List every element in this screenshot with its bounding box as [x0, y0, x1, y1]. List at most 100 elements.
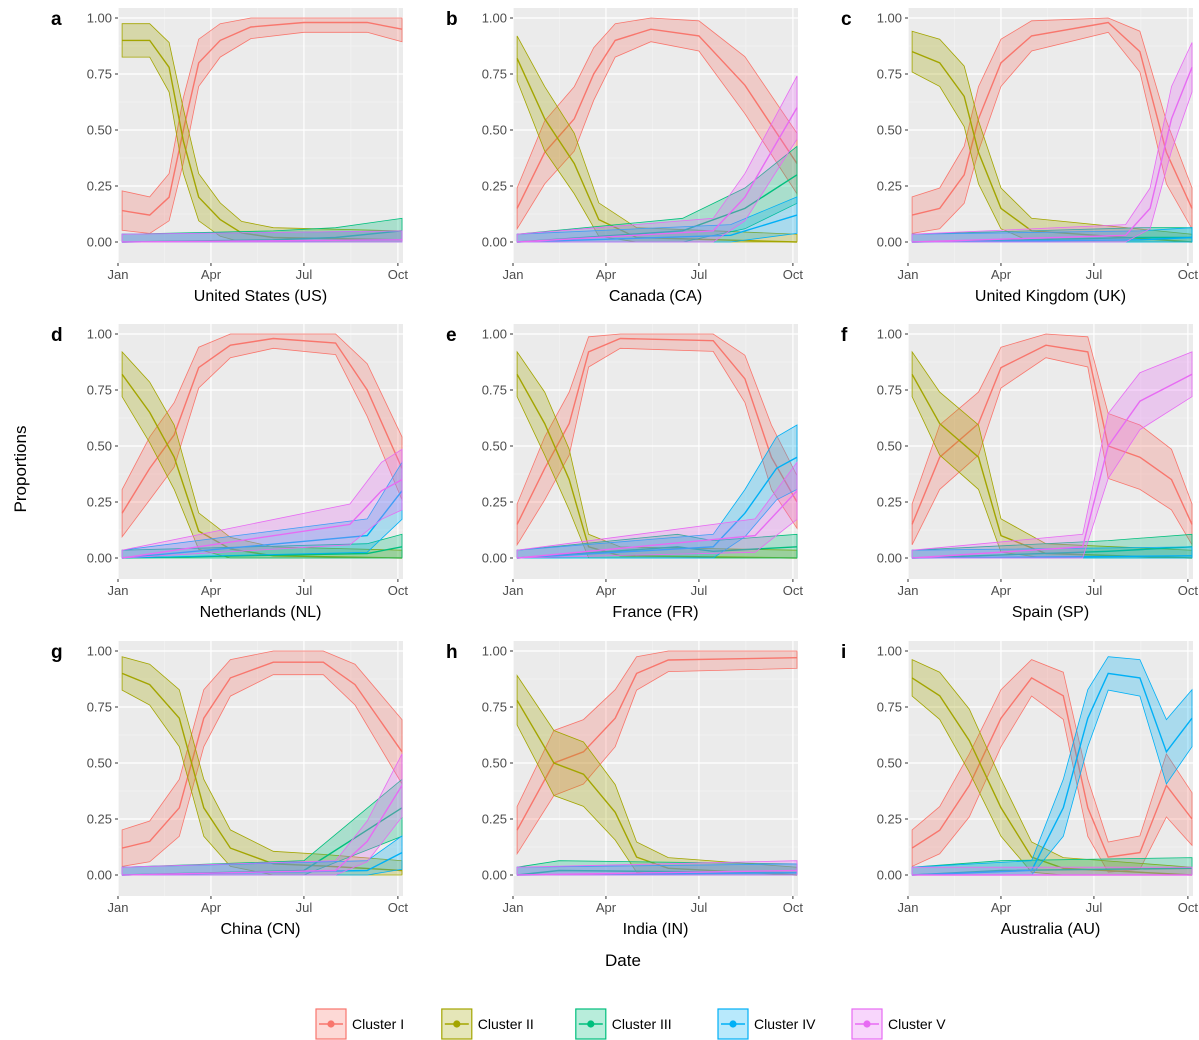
series-line: [912, 672, 1193, 876]
y-tick-label: 0.25: [87, 495, 112, 510]
panel-title: Canada (CA): [609, 288, 702, 305]
x-tick-label: Jan: [108, 583, 129, 598]
series-line: [912, 67, 1193, 243]
x-tick-label: Jul: [691, 267, 708, 282]
panel-background: [513, 641, 798, 896]
panel-background: [908, 641, 1193, 896]
y-tick-label: 1.00: [87, 644, 112, 659]
panel-title: France (FR): [612, 604, 698, 621]
legend-label: Cluster IV: [754, 1016, 816, 1032]
y-tick-label: 0.25: [877, 495, 902, 510]
y-tick-label: 0.00: [877, 868, 902, 883]
series-line: [121, 672, 403, 872]
x-tick-label: Apr: [991, 583, 1012, 598]
x-tick-label: Oct: [783, 900, 804, 915]
series-line: [911, 677, 1193, 876]
panel-g: 0.00 0.25 0.50 0.75 1.00 Jan Apr Jul Oct China (C…: [51, 641, 408, 938]
x-tick-label: Oct: [388, 900, 409, 915]
series-line: [912, 373, 1193, 559]
y-tick-label: 1.00: [482, 644, 507, 659]
x-tick-label: Oct: [1178, 583, 1199, 598]
y-tick-label: 0.00: [482, 551, 507, 566]
ribbon: [121, 448, 403, 559]
panel-title: India (IN): [623, 921, 689, 938]
x-tick-label: Jul: [1086, 267, 1103, 282]
panel-letter: a: [51, 9, 62, 30]
series-line: [517, 869, 798, 876]
panel-letter: e: [446, 325, 457, 346]
panel-letter: f: [841, 325, 848, 346]
y-tick-label: 0.00: [482, 868, 507, 883]
x-tick-label: Jan: [108, 267, 129, 282]
y-tick-label: 1.00: [877, 11, 902, 26]
ribbon: [121, 656, 403, 876]
y-tick-label: 0.50: [482, 439, 507, 454]
x-tick-label: Apr: [991, 900, 1012, 915]
y-tick-label: 0.00: [877, 235, 902, 250]
series-line: [516, 28, 798, 209]
y-tick-label: 0.75: [482, 700, 507, 715]
y-tick-label: 1.00: [87, 11, 112, 26]
x-axis-title: Date: [605, 951, 641, 970]
panel-title: Australia (AU): [1001, 921, 1101, 938]
legend-label: Cluster III: [612, 1016, 672, 1032]
y-tick-label: 0.75: [877, 700, 902, 715]
legend-key-point: [453, 1020, 461, 1028]
series-line: [121, 21, 403, 216]
x-tick-label: Jul: [296, 583, 313, 598]
y-tick-label: 0.50: [877, 756, 902, 771]
ribbon: [911, 866, 1193, 876]
y-tick-label: 1.00: [877, 644, 902, 659]
y-tick-label: 0.00: [482, 235, 507, 250]
series-line: [122, 39, 403, 241]
y-tick-label: 0.00: [877, 551, 902, 566]
legend-key-point: [729, 1020, 737, 1028]
series-line: [516, 58, 798, 243]
panel-e: 0.00 0.25 0.50 0.75 1.00 Jan Apr Jul Oct France (…: [446, 324, 803, 621]
y-tick-label: 0.25: [87, 812, 112, 827]
panel-i: 0.00 0.25 0.50 0.75 1.00 Jan Apr Jul Oct Australi…: [841, 641, 1198, 938]
panel-letter: d: [51, 325, 63, 346]
panels-layer: 0.00 0.25 0.50 0.75 1.00 Jan Apr Jul Oct United S…: [51, 8, 1198, 938]
panel-a: 0.00 0.25 0.50 0.75 1.00 Jan Apr Jul Oct United S…: [51, 8, 408, 305]
y-tick-label: 0.75: [87, 383, 112, 398]
y-tick-label: 0.50: [87, 756, 112, 771]
legend-item: Cluster II: [441, 1008, 534, 1040]
ribbon: [516, 333, 798, 547]
series-line: [122, 490, 403, 559]
y-tick-label: 1.00: [482, 11, 507, 26]
y-tick-label: 0.75: [87, 700, 112, 715]
y-tick-label: 0.25: [87, 179, 112, 194]
y-tick-label: 0.25: [482, 495, 507, 510]
series-line: [517, 490, 798, 559]
legend: Cluster I Cluster II Cluster III Cluster IV…: [315, 1008, 946, 1040]
x-tick-label: Jan: [503, 583, 524, 598]
series-line: [912, 546, 1193, 559]
panel-h: 0.00 0.25 0.50 0.75 1.00 Jan Apr Jul Oct India (I…: [446, 641, 803, 938]
series-line: [122, 785, 403, 876]
x-tick-label: Apr: [596, 583, 617, 598]
series-line: [911, 21, 1193, 216]
panel-background: [118, 8, 403, 263]
ribbon: [516, 650, 798, 856]
y-tick-label: 1.00: [482, 327, 507, 342]
y-tick-label: 0.75: [877, 67, 902, 82]
panel-title: Netherlands (NL): [200, 604, 322, 621]
panel-title: United States (US): [194, 288, 327, 305]
panel-d: 0.00 0.25 0.50 0.75 1.00 Jan Apr Jul Oct Netherla…: [51, 324, 408, 621]
series-line: [516, 699, 798, 876]
series-line: [911, 373, 1193, 559]
ribbon: [911, 659, 1193, 873]
x-tick-label: Jul: [296, 267, 313, 282]
legend-item: Cluster V: [851, 1008, 946, 1040]
x-tick-label: Jan: [898, 583, 919, 598]
panel-letter: g: [51, 642, 63, 663]
panel-background: [118, 641, 403, 896]
series-line: [121, 478, 403, 559]
legend-label: Cluster V: [888, 1016, 946, 1032]
series-line: [517, 107, 798, 243]
ribbon: [121, 753, 403, 876]
y-tick-label: 1.00: [87, 327, 112, 342]
ribbon: [121, 17, 403, 234]
